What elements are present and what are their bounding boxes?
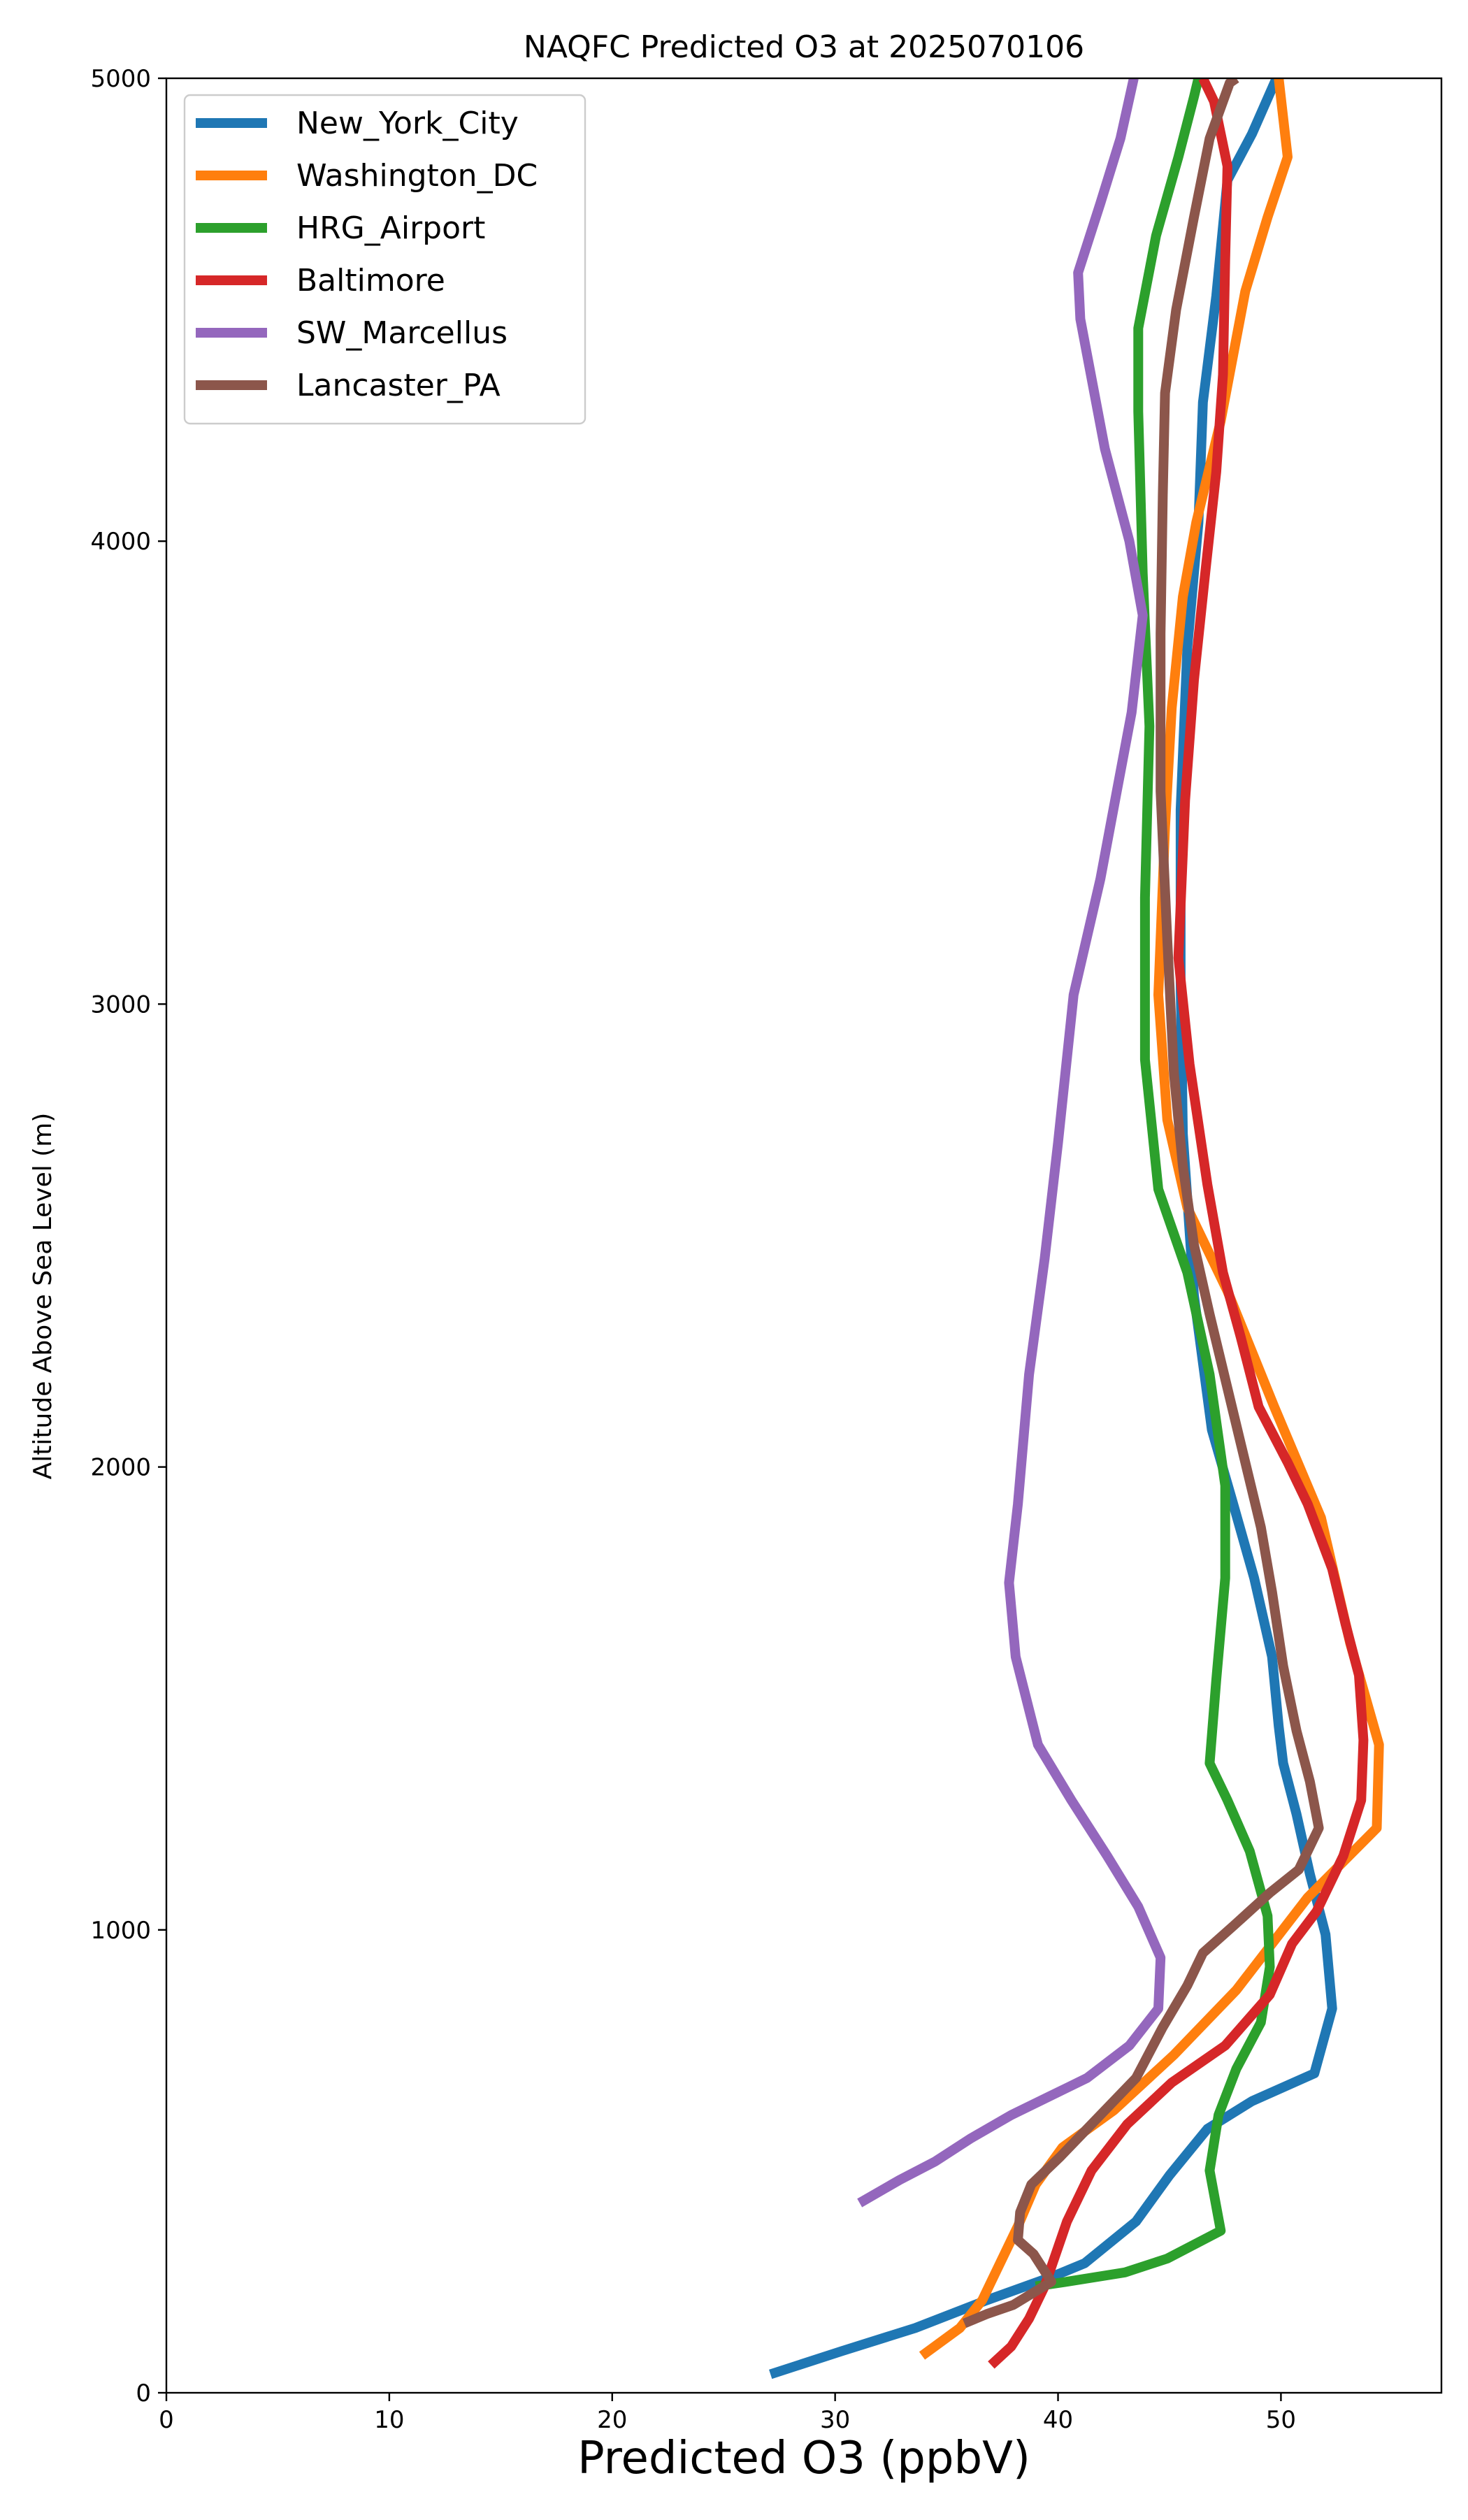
y-tick-label: 5000 (90, 65, 151, 93)
plot-frame (165, 77, 1443, 2394)
legend-label-hrg-airport: HRG_Airport (296, 210, 485, 246)
x-tick-label: 0 (159, 2406, 174, 2434)
x-tick-label: 20 (597, 2406, 627, 2434)
legend-label-new-york-city: New_York_City (296, 106, 519, 141)
series-lines (769, 78, 1384, 2379)
axes: 0 10 20 30 40 50 0 1000 2000 3000 4000 5000 (90, 65, 1443, 2434)
x-axis-label: Predicted O3 (ppbV) (577, 2433, 1030, 2484)
y-tick-label: 2000 (90, 1454, 151, 1482)
y-axis-label: Altitude Above Sea Level (m) (29, 1113, 57, 1480)
x-tick-label: 50 (1266, 2406, 1296, 2434)
y-tick-label: 1000 (90, 1917, 151, 1945)
legend: New_York_City Washington_DC HRG_Airport Bal… (183, 94, 587, 425)
x-tick-label: 10 (374, 2406, 404, 2434)
legend-box (183, 94, 587, 425)
y-tick-label: 4000 (90, 528, 151, 556)
y-tick-label: 3000 (90, 991, 151, 1018)
legend-label-washington-dc: Washington_DC (296, 158, 538, 194)
series-line-lancaster-pa (962, 78, 1324, 2328)
plot-area (769, 78, 1384, 2379)
x-tick-label: 40 (1043, 2406, 1073, 2434)
x-tick-label: 30 (820, 2406, 850, 2434)
y-tick-label: 0 (136, 2379, 151, 2407)
series-line-hrg-airport (1035, 78, 1275, 2291)
legend-label-sw-marcellus: SW_Marcellus (296, 315, 508, 351)
series-line-baltimore (988, 78, 1369, 2369)
chart-title: NAQFC Predicted O3 at 2025070106 (524, 29, 1084, 65)
legend-label-baltimore: Baltimore (296, 263, 445, 298)
legend-label-lancaster-pa: Lancaster_PA (296, 368, 501, 403)
series-line-sw-marcellus (857, 78, 1166, 2208)
